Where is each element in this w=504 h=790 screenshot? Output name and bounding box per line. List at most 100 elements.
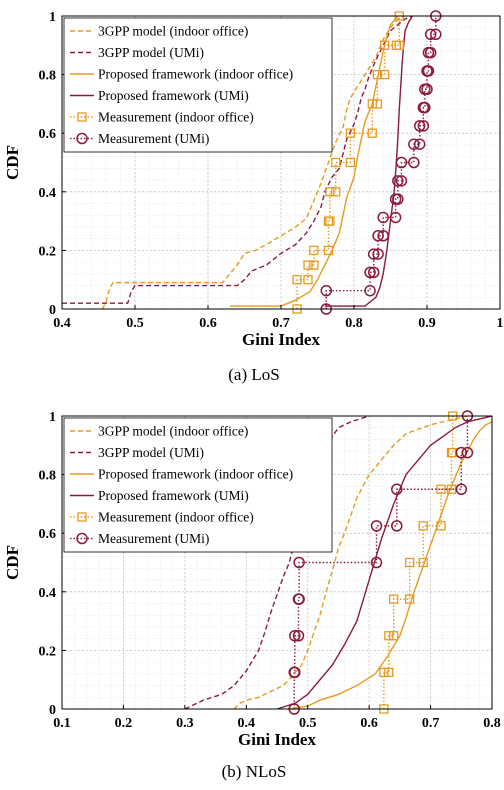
figure-caption: (a) LoS — [228, 365, 279, 384]
series-line — [276, 415, 493, 710]
data-point-circle — [413, 120, 426, 132]
data-point-circle — [293, 556, 305, 569]
data-point-square — [325, 216, 335, 226]
data-point-square — [325, 187, 335, 197]
x-tick-label: 0.5 — [299, 716, 317, 731]
data-point-circle — [430, 28, 442, 41]
data-point-circle — [367, 266, 380, 279]
data-point-square — [418, 521, 428, 531]
y-tick-label: 0.8 — [39, 69, 57, 84]
x-axis-label: Gini Index — [242, 330, 320, 349]
data-point-square — [446, 484, 457, 494]
data-point-square — [372, 99, 383, 109]
data-point-square — [372, 69, 383, 80]
data-point-circle — [372, 230, 384, 242]
y-axis-label: CDF — [3, 145, 22, 180]
data-point-square — [436, 521, 446, 531]
data-point-square — [405, 594, 415, 604]
data-point-circle — [293, 593, 305, 605]
data-point-circle — [389, 211, 402, 224]
x-tick-label: 0.7 — [422, 716, 440, 731]
legend-label: Measurement (indoor office) — [98, 110, 254, 125]
data-point-circle — [424, 28, 437, 41]
data-point-square — [436, 484, 446, 494]
series-line — [325, 16, 437, 309]
data-point-square — [384, 631, 394, 641]
x-axis-label: Gini Index — [238, 730, 316, 749]
legend-label: Proposed framework (UMi) — [98, 488, 249, 503]
data-point-square — [384, 667, 394, 678]
data-point-circle — [372, 248, 384, 260]
data-point-circle — [370, 556, 383, 569]
data-point-square — [389, 594, 399, 604]
data-point-square — [379, 667, 389, 678]
data-point-square — [418, 557, 428, 568]
series-proposed-framework-umi — [276, 415, 493, 710]
data-point-square — [345, 157, 356, 168]
x-tick-label: 0.5 — [126, 316, 144, 331]
data-point-circle — [367, 248, 380, 260]
data-point-square — [380, 69, 390, 80]
series-proposed-framework-indoor-office — [229, 15, 399, 307]
data-point-circle — [370, 520, 383, 532]
figure-caption: (b) NLoS — [222, 762, 287, 781]
legend-label: Proposed framework (indoor office) — [98, 67, 293, 82]
series-3gpp-model-umi — [62, 15, 413, 304]
data-point-circle — [289, 666, 301, 679]
series-line — [293, 416, 469, 709]
data-point-circle — [413, 138, 426, 150]
legend-swatch-square — [77, 112, 87, 122]
data-point-circle — [289, 630, 301, 642]
data-point-circle — [417, 120, 430, 132]
series-3gpp-model-indoor-office — [233, 415, 468, 710]
legend-swatch-circle — [76, 132, 88, 145]
y-tick-label: 1 — [49, 10, 56, 25]
x-tick-label: 0.4 — [53, 316, 71, 331]
data-point-square — [345, 128, 356, 138]
data-point-circle — [408, 138, 420, 150]
data-point-circle — [391, 520, 403, 532]
data-point-circle — [391, 483, 403, 495]
legend-swatch-circle — [76, 532, 88, 545]
axes-frame — [61, 415, 493, 710]
y-tick-label: 0.2 — [39, 644, 57, 659]
data-point-circle — [364, 266, 376, 279]
data-point-square — [323, 245, 334, 256]
x-tick-label: 0.7 — [272, 316, 290, 331]
x-tick-label: 0.9 — [418, 316, 436, 331]
legend-label: 3GPP model (UMi) — [98, 445, 204, 460]
legend-label: Measurement (UMi) — [98, 131, 209, 146]
chart-nlos: 0.1 0.2 0.3 0.4 0.5 0.6 0.7 0.8 0 0.2 0.4 0.6 0.8 1 Gi… — [3, 410, 501, 781]
data-point-circle — [455, 446, 468, 459]
legend-label: 3GPP model (indoor office) — [98, 424, 248, 439]
series-line — [229, 15, 399, 307]
legend-label: Measurement (indoor office) — [98, 510, 254, 525]
data-point-circle — [424, 46, 437, 59]
series-line — [101, 15, 406, 310]
y-tick-label: 0.6 — [39, 527, 57, 542]
legend-box — [63, 17, 333, 153]
data-point-circle — [392, 193, 404, 205]
data-point-circle — [461, 446, 474, 459]
data-point-square — [389, 631, 399, 641]
data-point-square — [394, 40, 404, 50]
x-tick-label: 1 — [497, 316, 504, 331]
data-point-circle — [395, 175, 408, 187]
y-tick-label: 0 — [49, 703, 56, 718]
data-point-circle — [395, 156, 408, 169]
series-3gpp-model-indoor-office — [101, 15, 406, 310]
chart-los: 0.4 0.5 0.6 0.7 0.8 0.9 1 0 0.2 0.4 0.6 0.8 1 Gini In… — [3, 10, 504, 384]
legend-label: Proposed framework (indoor office) — [98, 467, 293, 482]
y-tick-label: 0.4 — [39, 186, 57, 201]
legend: 3GPP model (indoor office) 3GPP model (UM… — [63, 17, 333, 153]
data-point-square — [331, 187, 341, 197]
data-point-square — [309, 245, 319, 256]
data-point-square — [367, 128, 377, 138]
x-tick-label: 0.8 — [483, 716, 501, 731]
legend-label: Proposed framework (UMi) — [98, 88, 249, 103]
legend-label: Measurement (UMi) — [98, 531, 209, 546]
series-line — [233, 415, 468, 710]
data-point-circle — [364, 284, 376, 297]
x-tick-label: 0.3 — [176, 716, 194, 731]
